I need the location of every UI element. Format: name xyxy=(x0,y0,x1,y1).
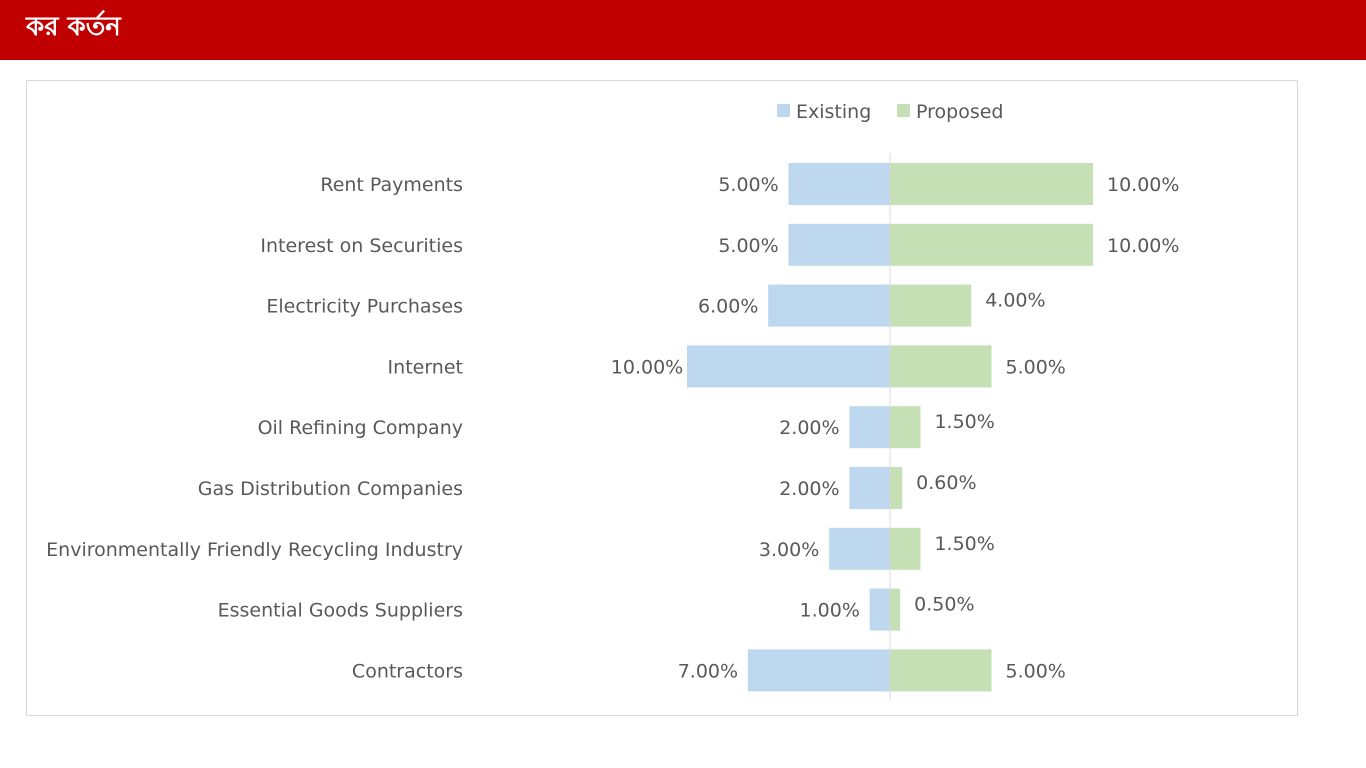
data-label-proposed: 4.00% xyxy=(985,290,1045,312)
bar-proposed xyxy=(890,223,1093,266)
bar-proposed xyxy=(890,467,903,509)
bar-proposed xyxy=(890,527,921,570)
data-label-existing: 10.00% xyxy=(611,356,683,378)
category-label: Oil Refining Company xyxy=(258,417,463,439)
bar-proposed xyxy=(890,345,992,388)
data-label-proposed: 0.50% xyxy=(914,594,974,616)
category-label: Gas Distribution Companies xyxy=(198,478,463,500)
data-label-proposed: 0.60% xyxy=(916,472,976,494)
category-label: Interest on Securities xyxy=(260,235,463,257)
bar-existing xyxy=(829,527,890,570)
bar-proposed xyxy=(890,163,1093,205)
bar-existing xyxy=(747,649,890,692)
header-bar: কর কর্তন xyxy=(0,0,1366,60)
data-label-proposed: 10.00% xyxy=(1107,174,1179,196)
bar-existing xyxy=(849,406,890,449)
data-label-proposed: 1.50% xyxy=(934,411,994,433)
data-label-existing: 5.00% xyxy=(718,174,778,196)
bar-existing xyxy=(869,588,890,631)
bar-existing xyxy=(849,467,890,509)
category-label: Electricity Purchases xyxy=(266,296,463,318)
bar-proposed xyxy=(890,588,901,631)
category-label: Essential Goods Suppliers xyxy=(218,600,463,622)
category-label: Internet xyxy=(388,356,463,378)
data-label-existing: 2.00% xyxy=(779,478,839,500)
data-label-proposed: 5.00% xyxy=(1006,356,1066,378)
data-label-existing: 5.00% xyxy=(718,235,778,257)
data-label-proposed: 1.50% xyxy=(934,533,994,555)
page-title: কর কর্তন xyxy=(26,12,121,42)
bar-existing xyxy=(788,223,890,266)
data-label-existing: 3.00% xyxy=(759,539,819,561)
bar-existing xyxy=(768,284,890,327)
bar-existing xyxy=(788,163,890,205)
legend-swatch-proposed xyxy=(897,104,910,117)
category-label: Environmentally Friendly Recycling Indus… xyxy=(46,539,463,561)
data-label-proposed: 10.00% xyxy=(1107,235,1179,257)
bar-proposed xyxy=(890,406,921,449)
bar-existing xyxy=(687,345,890,388)
legend-label-proposed: Proposed xyxy=(916,101,1003,123)
bar-proposed xyxy=(890,284,972,327)
data-label-existing: 1.00% xyxy=(800,600,860,622)
data-label-existing: 6.00% xyxy=(698,296,758,318)
category-label: Rent Payments xyxy=(320,174,463,196)
category-label: Contractors xyxy=(352,660,463,682)
legend-swatch-existing xyxy=(777,104,790,117)
data-label-proposed: 5.00% xyxy=(1006,660,1066,682)
data-label-existing: 7.00% xyxy=(678,660,738,682)
legend-label-existing: Existing xyxy=(796,101,871,123)
bar-proposed xyxy=(890,649,992,692)
data-label-existing: 2.00% xyxy=(779,417,839,439)
